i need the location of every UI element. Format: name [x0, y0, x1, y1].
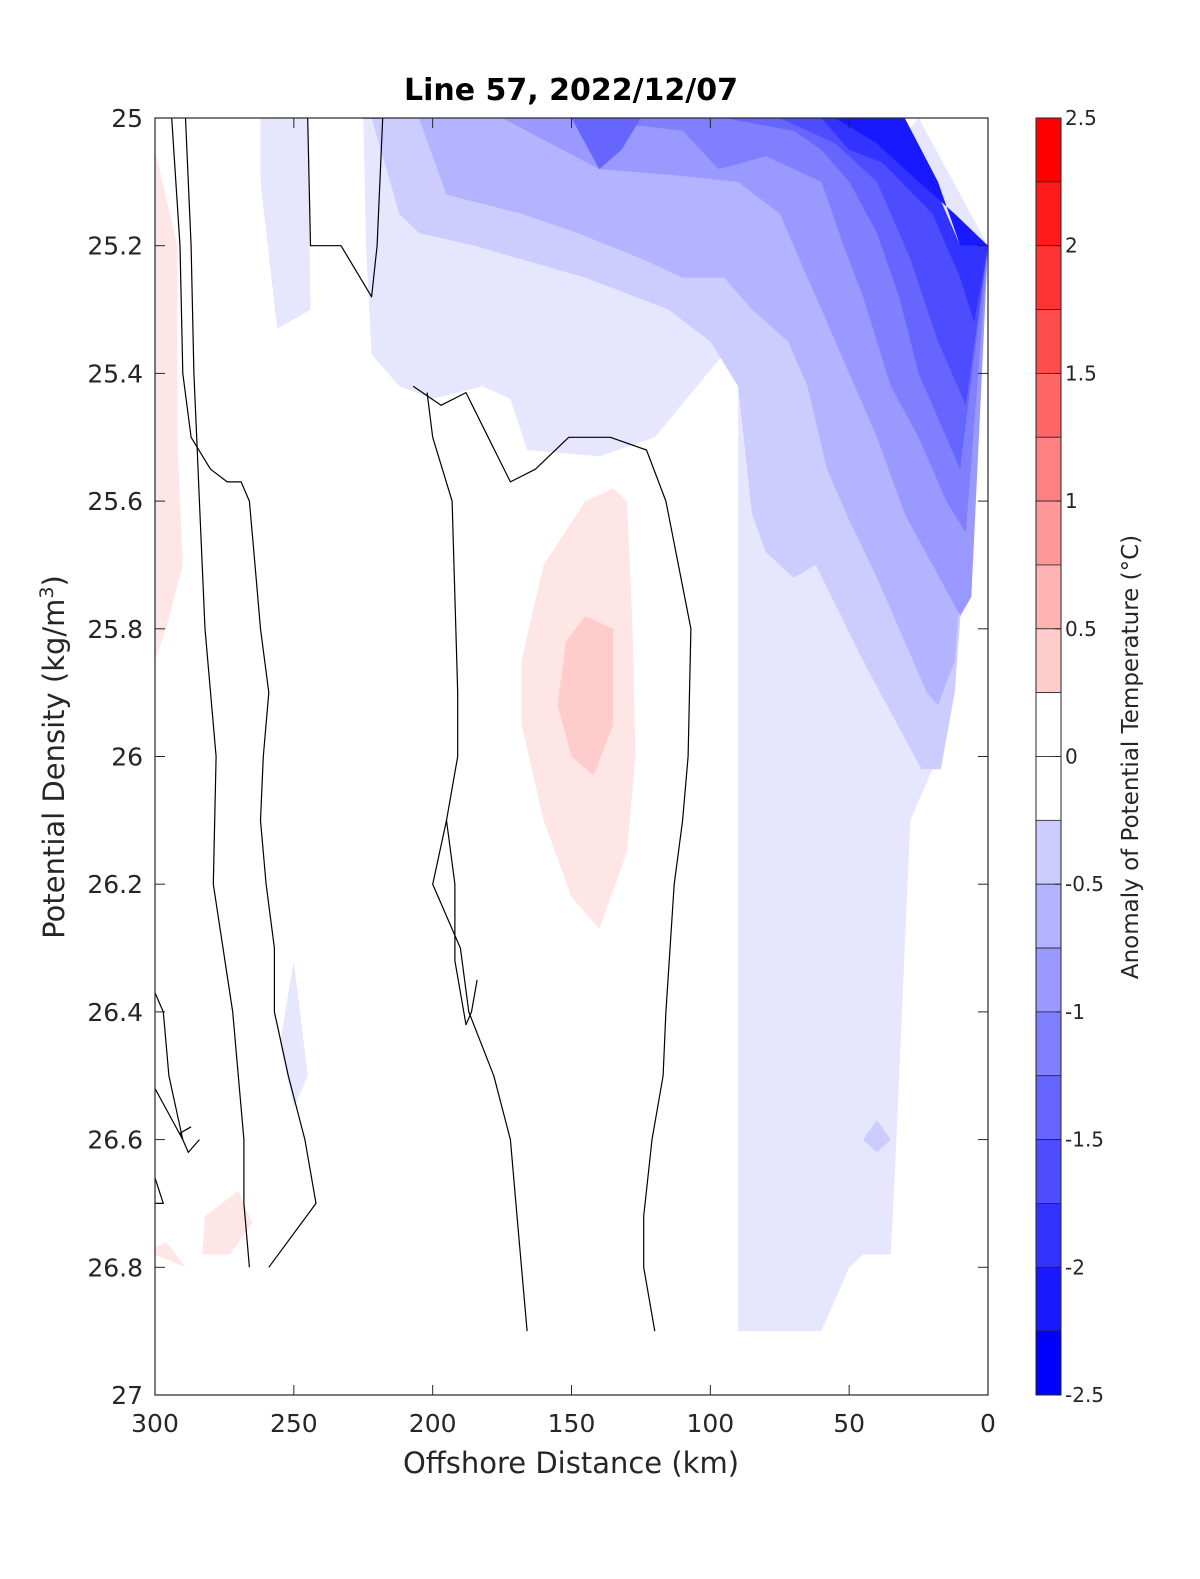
- y-tick-label-5: 26: [111, 743, 143, 772]
- colorbar-cell-3: [1035, 309, 1062, 374]
- colorbar-cell-19: [1035, 1330, 1062, 1396]
- colorbar-cell-14: [1035, 1011, 1062, 1077]
- plot-area: 300 250 200 150 100 50 0 2525.225.425.625.8262…: [87, 104, 996, 1438]
- filled-region-17: [155, 1241, 186, 1268]
- contour-line-5: [445, 820, 478, 1026]
- contour-line-4: [426, 392, 528, 1332]
- colorbar-cell-11: [1035, 819, 1062, 885]
- colorbar-tick-label-7: -1: [1065, 1000, 1085, 1024]
- colorbar-cell-16: [1035, 1139, 1062, 1204]
- colorbar-cell-4: [1035, 372, 1062, 438]
- colorbar-cells: [1035, 117, 1062, 1396]
- contour-line-7: [179, 1126, 200, 1154]
- colorbar-cell-8: [1035, 628, 1062, 694]
- contour-line-8: [155, 1177, 164, 1205]
- colorbar-tick-label-3: 1: [1065, 489, 1078, 513]
- colorbar-cell-13: [1035, 947, 1062, 1013]
- x-tick-label-0: 0: [980, 1409, 996, 1438]
- colorbar-tick-label-6: -0.5: [1065, 872, 1104, 896]
- colorbar-tick-label-0: 2.5: [1065, 106, 1097, 130]
- colorbar-cell-10: [1035, 756, 1062, 821]
- chart-title: Line 57, 2022/12/07: [404, 73, 738, 108]
- x-tick-label-100: 100: [686, 1409, 734, 1438]
- colorbar-cell-0: [1035, 117, 1062, 183]
- colorbar-cell-7: [1035, 564, 1062, 630]
- colorbar: 2.5 2 1.5 1 0.5 0 -0.5 -1 -1.5 -2 -2.5 Anomaly of …: [1035, 106, 1144, 1407]
- zero-contour-lines: [155, 118, 692, 1332]
- contour-line-3: [412, 385, 692, 1332]
- contour-line-2: [307, 118, 384, 298]
- contour-line-6: [155, 992, 184, 1141]
- colorbar-tick-label-8: -1.5: [1065, 1128, 1104, 1152]
- colorbar-tick-label-2: 1.5: [1065, 361, 1097, 385]
- filled-region-12: [863, 1120, 891, 1153]
- y-tick-label-9: 26.8: [87, 1253, 143, 1282]
- y-tick-label-0: 25: [111, 104, 143, 133]
- y-tick-label-7: 26.4: [87, 998, 143, 1027]
- filled-contours: [155, 118, 988, 1332]
- colorbar-cell-17: [1035, 1203, 1062, 1268]
- x-tick-label-50: 50: [833, 1409, 865, 1438]
- y-tick-label-3: 25.6: [87, 487, 143, 516]
- colorbar-cell-2: [1035, 245, 1062, 310]
- x-axis-label: Offshore Distance (km): [403, 1446, 739, 1480]
- filled-region-1: [260, 118, 311, 329]
- filled-region-9: [779, 118, 988, 406]
- x-axis: 300 250 200 150 100 50 0: [131, 118, 996, 1438]
- x-tick-label-250: 250: [270, 1409, 318, 1438]
- y-axis-label: Potential Density (kg/m3): [36, 575, 71, 939]
- y-tick-label-6: 26.2: [87, 870, 143, 899]
- colorbar-tick-label-5: 0: [1065, 745, 1078, 769]
- filled-region-15: [155, 149, 183, 661]
- colorbar-tick-label-10: -2.5: [1065, 1383, 1104, 1407]
- colorbar-tick-label-4: 0.5: [1065, 617, 1097, 641]
- colorbar-cell-9: [1035, 692, 1062, 757]
- colorbar-ticks: 2.5 2 1.5 1 0.5 0 -0.5 -1 -1.5 -2 -2.5: [1055, 106, 1104, 1407]
- colorbar-tick-label-9: -2: [1065, 1255, 1085, 1279]
- filled-region-16: [202, 1190, 253, 1255]
- colorbar-cell-15: [1035, 1075, 1062, 1140]
- y-tick-label-2: 25.4: [87, 359, 143, 388]
- x-tick-label-200: 200: [409, 1409, 457, 1438]
- x-tick-label-150: 150: [548, 1409, 596, 1438]
- contour-line-0: [171, 118, 317, 1268]
- colorbar-cell-12: [1035, 883, 1062, 949]
- colorbar-cell-5: [1035, 436, 1062, 502]
- colorbar-cell-6: [1035, 500, 1062, 566]
- contour-line-1: [184, 118, 250, 1268]
- filled-region-8: [571, 118, 641, 170]
- x-tick-label-300: 300: [131, 1409, 179, 1438]
- colorbar-cell-18: [1035, 1266, 1062, 1332]
- y-tick-label-8: 26.6: [87, 1126, 143, 1155]
- colorbar-cell-1: [1035, 181, 1062, 247]
- y-tick-label-10: 27: [111, 1381, 143, 1410]
- colorbar-tick-label-1: 2: [1065, 234, 1078, 258]
- filled-region-14: [557, 616, 614, 776]
- colorbar-label: Anomaly of Potential Temperature (°C): [1118, 535, 1144, 979]
- filled-region-11: [835, 118, 988, 246]
- y-tick-label-1: 25.2: [87, 232, 143, 261]
- y-axis: 25 25.2 25.4 25.6 25.8 26 26.2 26.4 26.6 26.8 27: [87, 104, 988, 1410]
- y-tick-label-4: 25.8: [87, 615, 143, 644]
